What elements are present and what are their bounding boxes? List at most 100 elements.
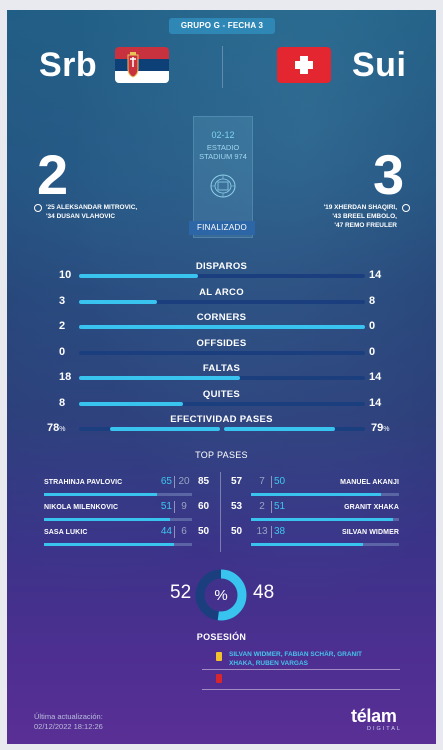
stat-away-number: 14 — [369, 269, 382, 281]
away-score: 3 — [373, 143, 405, 206]
stat-bar-track — [79, 376, 365, 380]
stat-bar-track — [79, 325, 365, 329]
stat-home-number: 78 — [47, 422, 60, 434]
stat-home-bar-track — [79, 427, 220, 431]
away-passer-name: MANUEL AKANJI — [340, 479, 399, 486]
stat-bar-fill — [79, 325, 365, 329]
home-passer-name: NIKOLA MILENKOVIC — [44, 504, 119, 511]
stat-bar-track — [79, 350, 365, 355]
percent-symbol: % — [383, 426, 390, 433]
home-passes-completed: 65 — [160, 476, 172, 487]
away-passes-total: 50 — [231, 526, 243, 537]
home-passes-total: 50 — [198, 526, 210, 537]
stat-bar-fill — [79, 299, 158, 304]
home-score: 2 — [37, 143, 69, 206]
switzerland-flag-icon — [277, 47, 331, 83]
stat-away-number: 8 — [369, 294, 376, 307]
stat-away-value: 14 — [369, 269, 381, 281]
stat-label: DISPAROS — [195, 261, 248, 272]
away-team-code: Sui — [352, 46, 407, 84]
stat-home-value: 3 — [59, 295, 65, 307]
stadium-line1: ESTADIO — [206, 143, 240, 152]
home-passes-failed: 20 — [178, 476, 190, 487]
serbia-flag-icon — [115, 47, 169, 83]
stat-home-value: 2 — [59, 320, 65, 332]
away-passer-name: SILVAN WIDMER — [341, 529, 399, 536]
away-scorers: '19 XHERDAN SHAQIRI, '43 BREEL EMBOLO, '… — [324, 203, 397, 230]
possession-symbol: % — [214, 587, 227, 604]
stadium-line2: STADIUM 974 — [199, 152, 247, 161]
stat-bar-track — [79, 401, 365, 406]
stat-home-value: 8 — [59, 397, 65, 409]
passes-separator — [174, 476, 175, 488]
stat-away-value: 79% — [371, 422, 389, 434]
away-passes-failed: 7 — [259, 476, 265, 487]
stat-away-bar-fill — [224, 427, 336, 431]
percent-symbol: % — [59, 426, 66, 433]
home-scorers: '25 ALEKSANDAR MITROVIC, '34 DUSAN VLAHO… — [46, 203, 137, 221]
telam-logo-sub: DIGITAL — [367, 726, 402, 732]
home-passes-failed: 9 — [181, 501, 187, 512]
home-passes-total: 60 — [198, 501, 210, 512]
stat-away-value: 0 — [369, 320, 375, 332]
stat-home-value: 10 — [59, 269, 71, 281]
red-card-icon — [216, 674, 222, 683]
stat-bar-fill — [79, 401, 184, 406]
match-date: 02-12 — [211, 130, 235, 140]
home-passes-bar-fill — [44, 543, 175, 546]
home-goal-ball-icon — [34, 204, 42, 212]
last-updated-time: 02/12/2022 18:12:26 — [34, 722, 103, 731]
home-scorer: '34 DUSAN VLAHOVIC — [46, 213, 116, 220]
home-possession: 52 — [170, 582, 192, 603]
away-passes-bar-fill — [251, 518, 394, 521]
stat-home-value: 0 — [59, 346, 65, 358]
away-passes-completed: 50 — [274, 476, 286, 487]
yellow-card-icon — [216, 652, 222, 661]
away-passes-bar — [251, 543, 399, 546]
home-team-code: Srb — [39, 46, 98, 84]
home-passer-name: SASA LUKIC — [44, 529, 88, 536]
away-scorer: '43 BREEL EMBOLO, — [332, 213, 397, 220]
possession-donut: % — [194, 568, 248, 627]
away-passes-completed: 38 — [274, 526, 286, 537]
passes-separator — [174, 526, 175, 538]
stat-home-number: 2 — [59, 320, 66, 332]
away-passes-bar-fill — [251, 543, 364, 546]
stat-away-bar-track — [224, 427, 365, 431]
away-goal-ball-icon — [402, 204, 410, 212]
stat-home-bar-fill — [110, 427, 220, 431]
stat-home-number: 3 — [59, 294, 66, 307]
stat-home-value: 78% — [47, 422, 65, 434]
stat-label: CORNERS — [196, 312, 247, 323]
teams-divider — [222, 46, 223, 88]
home-passes-bar — [44, 543, 192, 546]
last-updated: Última actualización: 02/12/2022 18:12:2… — [34, 712, 103, 732]
stat-away-number: 14 — [369, 396, 382, 409]
away-passes-bar — [251, 493, 399, 496]
stat-bar-fill — [79, 376, 240, 380]
stat-away-value: 14 — [369, 397, 381, 409]
last-updated-label: Última actualización: — [34, 712, 103, 721]
stat-bar-track — [79, 274, 365, 278]
away-passes-failed: 2 — [259, 501, 265, 512]
cards-divider — [202, 669, 400, 670]
home-passes-bar — [44, 518, 192, 521]
away-passes-bar-fill — [251, 493, 381, 496]
stat-away-number: 0 — [369, 320, 376, 332]
stat-away-value: 0 — [369, 346, 375, 358]
stat-away-number: 0 — [369, 345, 376, 358]
stat-home-number: 0 — [59, 345, 66, 358]
stat-bar-track — [79, 299, 365, 304]
stat-home-number: 10 — [59, 269, 72, 281]
stat-label: EFECTIVIDAD PASES — [170, 414, 273, 425]
stat-away-number: 79 — [371, 422, 384, 434]
stat-home-number: 8 — [59, 396, 66, 409]
match-status-badge: FINALIZADO — [189, 221, 255, 235]
home-passes-bar-fill — [44, 493, 158, 496]
stat-label: FALTAS — [202, 363, 241, 374]
away-passes-total: 57 — [231, 476, 243, 487]
stat-label: QUITES — [202, 388, 241, 400]
yellow-card-players: XHAKA, RUBEN VARGAS — [229, 660, 308, 667]
away-scorer: '19 XHERDAN SHAQIRI, — [323, 204, 397, 211]
away-passes-failed: 13 — [256, 526, 268, 537]
